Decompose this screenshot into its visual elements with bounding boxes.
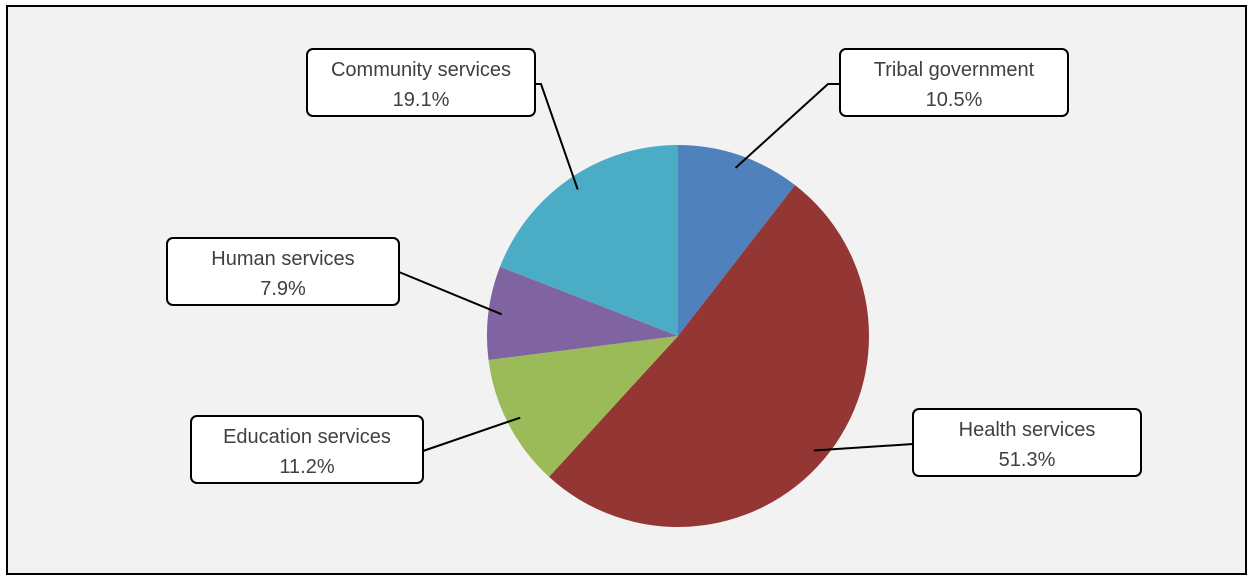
data-label-category: Tribal government (874, 59, 1035, 81)
leader-line (422, 416, 521, 452)
data-label-category: Education services (223, 426, 391, 448)
data-label-health-services: Health services 51.3% (912, 408, 1142, 477)
data-label-box (190, 415, 424, 484)
pie-slice-human-services (487, 266, 678, 360)
data-label-box (912, 408, 1142, 477)
data-label-category: Health services (959, 419, 1096, 441)
leader-line (813, 443, 914, 452)
leader-line (734, 83, 840, 169)
data-label-value: 11.2% (279, 456, 334, 478)
pie-slice-education-services (488, 336, 678, 477)
pie-slice-community-services (499, 144, 678, 336)
data-label-box (306, 48, 536, 117)
leader-line (398, 271, 503, 316)
data-label-category: Community services (331, 59, 511, 81)
data-label-box (166, 237, 400, 306)
data-label-box (839, 48, 1069, 117)
data-label-category: Human services (211, 248, 354, 270)
data-label-callouts: Tribal government 10.5% Health services 51.… (166, 48, 1142, 484)
data-label-human-services: Human services 7.9% (166, 237, 400, 306)
pie-slices (487, 144, 869, 527)
data-label-tribal-government: Tribal government 10.5% (839, 48, 1069, 117)
data-label-value: 10.5% (926, 89, 983, 111)
data-label-value: 51.3% (999, 449, 1056, 471)
pie-slice-health-services (549, 185, 869, 527)
data-label-community-services: Community services 19.1% (306, 48, 536, 117)
chart-frame (6, 5, 1247, 575)
data-label-value: 7.9% (260, 278, 306, 300)
data-label-value: 19.1% (393, 89, 450, 111)
data-label-education-services: Education services 11.2% (190, 415, 424, 484)
pie-slice-tribal-government (678, 145, 796, 336)
leader-line (535, 83, 579, 190)
